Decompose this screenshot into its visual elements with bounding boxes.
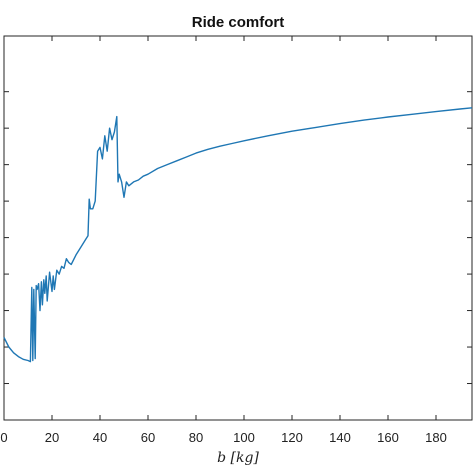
x-tick-label: 120: [281, 430, 303, 445]
plot-area-box: [3, 35, 473, 421]
x-tick-label: 180: [425, 430, 447, 445]
x-tick-label: 100: [233, 430, 255, 445]
y-axis-ticks: [4, 91, 472, 385]
x-tick-label: 160: [377, 430, 399, 445]
chart-title: Ride comfort: [192, 14, 285, 31]
x-tick-label: 80: [189, 430, 203, 445]
series-line-0: [3, 107, 473, 363]
x-tick-label: 0: [0, 430, 7, 445]
x-axis-label: b [kg]: [217, 450, 259, 466]
series-layer: [3, 107, 473, 363]
x-tick-label: 40: [93, 430, 107, 445]
x-tick-label: 20: [45, 430, 59, 445]
x-tick-label: 60: [141, 430, 155, 445]
x-axis-ticks: 0 20 40 60 80 100 120 140 160 180: [0, 36, 447, 445]
x-tick-label: 140: [329, 430, 351, 445]
